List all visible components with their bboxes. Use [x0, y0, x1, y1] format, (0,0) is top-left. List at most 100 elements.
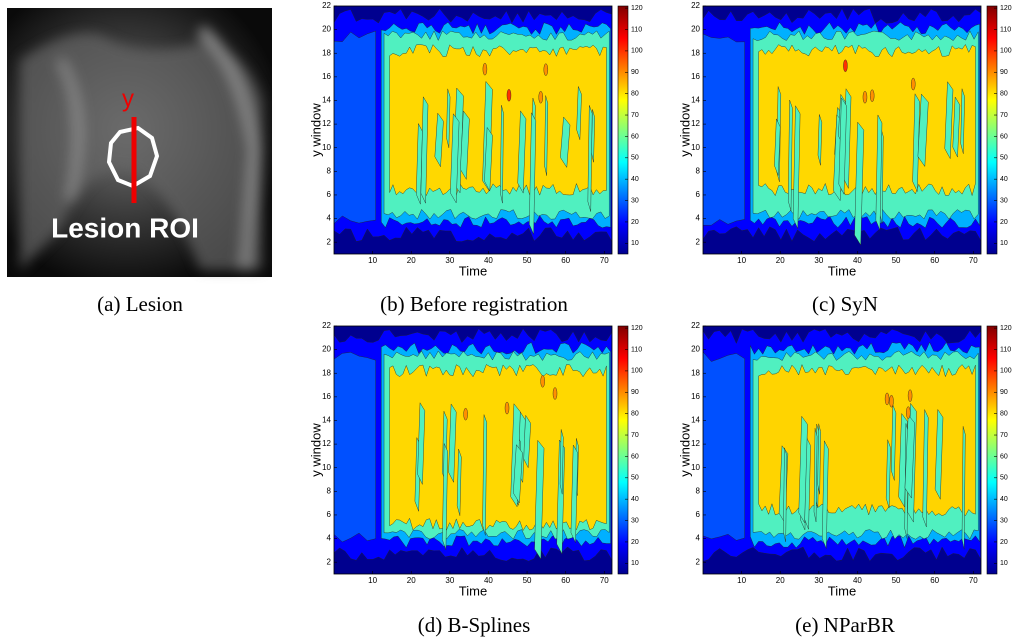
y-tick-label: 14 [691, 96, 700, 105]
contour-spot [544, 64, 548, 76]
colorbar-tick-label: 10 [1000, 240, 1008, 247]
colorbar-tick-label: 30 [1000, 517, 1008, 524]
contour-spot [863, 91, 867, 103]
colorbar-tick-label: 120 [631, 325, 643, 332]
y-tick-label: 22 [691, 321, 700, 330]
contour-spot [507, 89, 511, 101]
colorbar-tick-label: 60 [1000, 453, 1008, 460]
colorbar-tick-label: 40 [1000, 176, 1008, 183]
caption: (a) Lesion [0, 292, 290, 317]
colorbar-tick-label: 40 [631, 496, 639, 503]
colorbar-tick-label: 120 [631, 5, 643, 12]
colorbar-tick-label: 100 [631, 48, 643, 55]
contour-field [334, 6, 612, 254]
y-tick-label: 22 [322, 321, 331, 330]
colorbar-tick-label: 70 [631, 432, 639, 439]
colorbar-tick-label: 10 [1000, 560, 1008, 567]
line-label: y [122, 85, 134, 112]
y-tick-label: 8 [696, 486, 701, 495]
y-tick-label: 16 [322, 72, 331, 81]
x-tick-label: 20 [776, 256, 785, 265]
contour-spot [541, 375, 545, 387]
y-tick-label: 12 [691, 439, 700, 448]
colorbar-tick-label: 70 [1000, 432, 1008, 439]
contour-band [703, 352, 745, 541]
colorbar [618, 326, 628, 574]
y-tick-label: 18 [691, 48, 700, 57]
contour-band [759, 365, 976, 516]
y-tick-label: 16 [322, 392, 331, 401]
y-tick-label: 8 [327, 166, 332, 175]
y-tick-label: 6 [327, 510, 332, 519]
y-tick-label: 2 [696, 237, 701, 246]
x-tick-label: 50 [523, 576, 532, 585]
figure: y Lesion ROI 102030405060702468101214161… [0, 0, 1021, 643]
contour-field [334, 326, 612, 574]
colorbar-tick-label: 90 [631, 69, 639, 76]
y-tick-label: 10 [322, 143, 331, 152]
y-tick-label: 4 [696, 214, 701, 223]
contour-spot [843, 60, 847, 72]
y-tick-label: 20 [691, 25, 700, 34]
colorbar-tick-label: 80 [631, 90, 639, 97]
x-tick-label: 10 [737, 576, 746, 585]
x-tick-label: 30 [445, 256, 454, 265]
colorbar-tick-label: 60 [631, 453, 639, 460]
contour-spot [889, 395, 893, 407]
colorbar-tick-label: 20 [631, 539, 639, 546]
y-tick-label: 12 [322, 119, 331, 128]
contour-spot [885, 393, 889, 405]
y-tick-label: 6 [696, 510, 701, 519]
contour-spot [911, 78, 915, 90]
x-tick-label: 60 [930, 256, 939, 265]
colorbar-tick-label: 30 [1000, 197, 1008, 204]
x-tick-label: 10 [737, 256, 746, 265]
colorbar-tick-label: 120 [1000, 5, 1012, 12]
y-tick-label: 2 [327, 237, 332, 246]
x-tick-label: 30 [814, 576, 823, 585]
colorbar-tick-label: 90 [1000, 69, 1008, 76]
x-tick-label: 10 [368, 256, 377, 265]
contour-band [334, 31, 376, 224]
colorbar-tick-label: 80 [1000, 90, 1008, 97]
colorbar-tick-label: 120 [1000, 325, 1012, 332]
contour-spot [906, 407, 910, 419]
y-tick-label: 4 [327, 214, 332, 223]
y-tick-label: 4 [327, 534, 332, 543]
caption: (e) NParBR [695, 613, 995, 638]
contour-spot [539, 91, 543, 103]
y-tick-label: 16 [691, 72, 700, 81]
colorbar [987, 326, 997, 574]
x-tick-label: 60 [561, 576, 570, 585]
contour-spot [553, 387, 557, 399]
y-tick-label: 8 [696, 166, 701, 175]
y-tick-label: 2 [696, 557, 701, 566]
y-tick-label: 10 [322, 463, 331, 472]
x-tick-label: 30 [445, 576, 454, 585]
colorbar-tick-label: 50 [1000, 475, 1008, 482]
y-tick-label: 2 [327, 557, 332, 566]
colorbar-tick-label: 110 [1000, 26, 1011, 33]
contour-field [703, 326, 981, 574]
colorbar-tick-label: 70 [1000, 112, 1008, 119]
caption: (c) SyN [695, 292, 995, 317]
colorbar-tick-label: 80 [631, 410, 639, 417]
x-axis-label: Time [459, 583, 487, 598]
y-tick-label: 6 [327, 190, 332, 199]
x-axis-label: Time [459, 263, 487, 278]
y-tick-label: 18 [322, 48, 331, 57]
x-tick-label: 30 [814, 256, 823, 265]
colorbar-tick-label: 100 [1000, 48, 1012, 55]
x-tick-label: 20 [407, 256, 416, 265]
colorbar-tick-label: 50 [1000, 155, 1008, 162]
colorbar-tick-label: 50 [631, 475, 639, 482]
colorbar [618, 6, 628, 254]
colorbar [987, 6, 997, 254]
contour-field [703, 6, 981, 254]
y-tick-label: 20 [322, 25, 331, 34]
colorbar-tick-label: 100 [631, 368, 643, 375]
y-tick-label: 18 [691, 368, 700, 377]
y-axis-label: y window [677, 423, 692, 477]
y-axis-label: y window [677, 103, 692, 157]
